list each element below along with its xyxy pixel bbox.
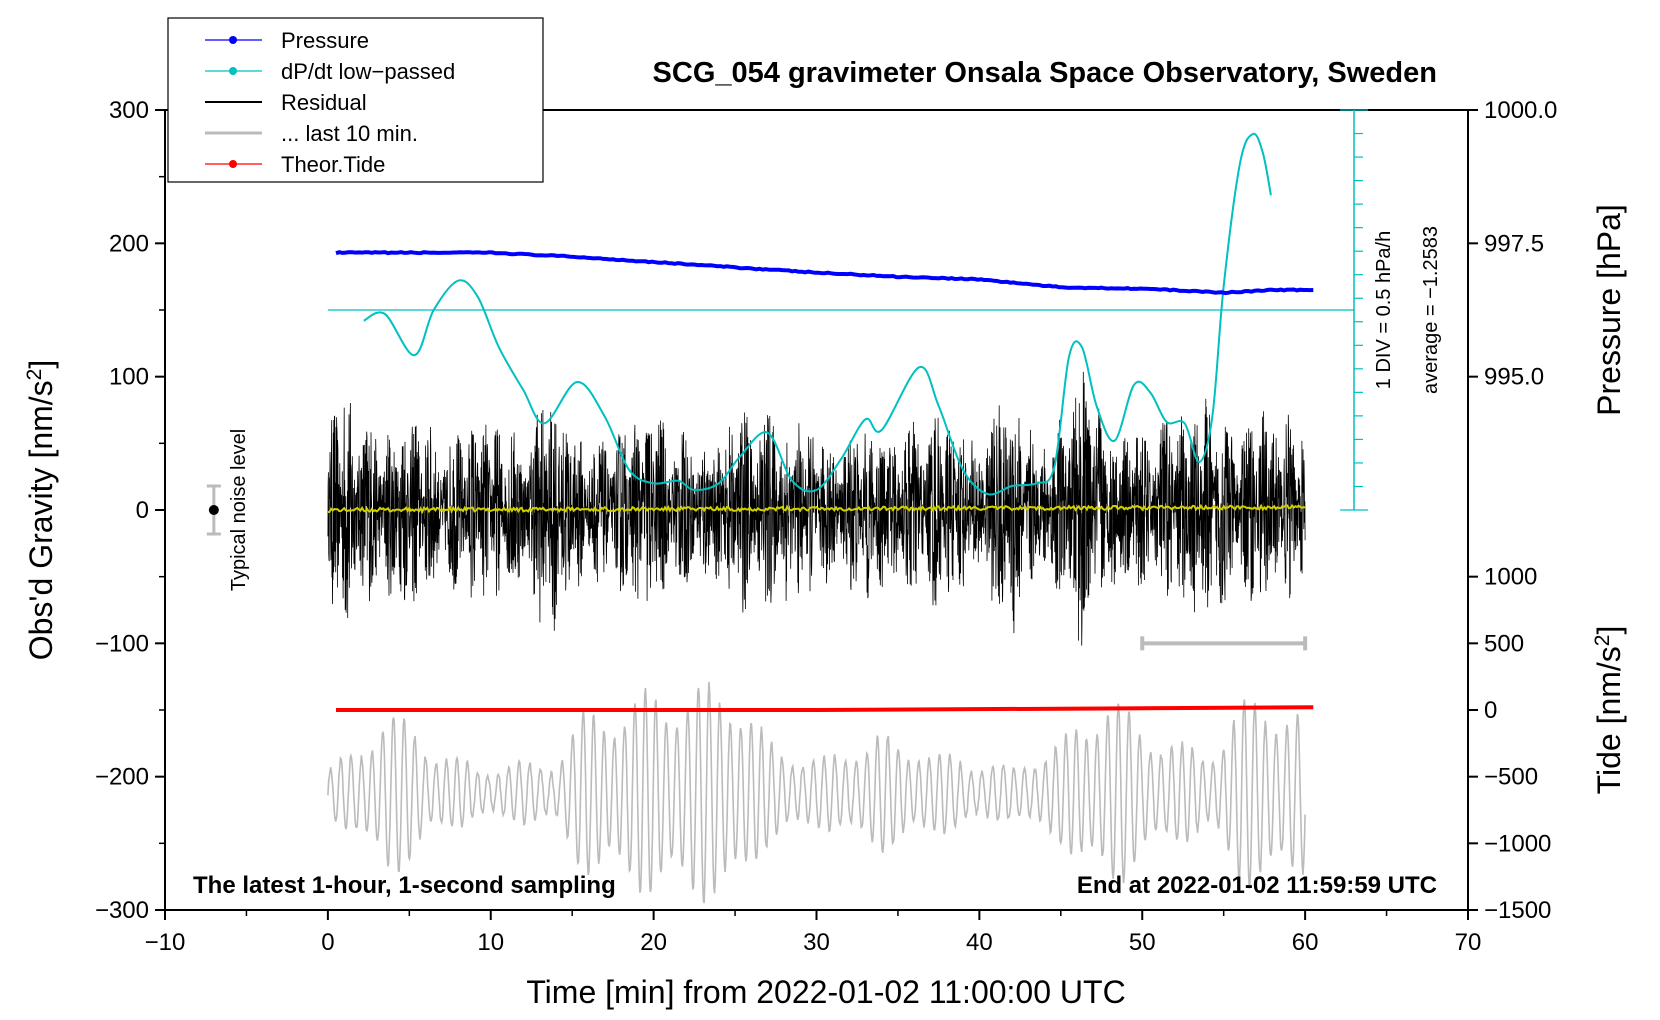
y-left-tick-label: 0 [136, 497, 149, 524]
dpdt-scale-bar [327, 109, 1368, 511]
x-axis-title: Time [min] from 2022-01-02 11:00:00 UTC [526, 974, 1125, 1010]
legend-box [167, 17, 544, 183]
y-axis-tide-title: Tide [nm/s2] [1591, 626, 1628, 795]
x-tick-label: 30 [803, 929, 830, 956]
noise-level-label: Typical noise level [228, 429, 250, 591]
y-left-tick-label: 200 [109, 230, 149, 257]
tide-tick-label: 500 [1484, 630, 1524, 657]
legend: Pressure dP/dt low−passed Residual ... last… [167, 17, 544, 183]
series-pressure [335, 250, 1314, 296]
subtitle-right: End at 2022-01-02 11:59:59 UTC [1077, 872, 1437, 899]
dpdt-scale-label: 1 DIV = 0.5 hPa/h [1373, 231, 1395, 389]
y-left-tick-label: −300 [95, 897, 149, 924]
y-left-tick-label: −200 [95, 764, 149, 791]
legend-marker [229, 67, 237, 75]
noise-level-bar [206, 484, 221, 536]
noise-bar-dot [208, 505, 219, 515]
pressure-tick-label: 995.0 [1484, 364, 1544, 391]
y-left-tick-label: 100 [109, 364, 149, 391]
dpdt-line [363, 132, 1272, 496]
legend-label: Residual [281, 90, 367, 115]
tide-tick-label: 0 [1484, 697, 1497, 724]
pressure-tick-label: 997.5 [1484, 230, 1544, 257]
pressure-tick-label: 1000.0 [1484, 97, 1557, 124]
x-tick-label: 10 [477, 929, 504, 956]
x-tick-label: −10 [145, 929, 186, 956]
legend-label: Theor.Tide [281, 152, 385, 177]
y-axis-pressure-title: Pressure [hPa] [1591, 204, 1627, 416]
x-tick-label: 50 [1129, 929, 1156, 956]
y-axis-tide: −1500 −1000 −500 0 500 1000 [1468, 564, 1551, 924]
y-left-tick-label: −100 [95, 630, 149, 657]
tide-line [336, 705, 1314, 712]
pressure-line [335, 250, 1314, 296]
series-residual-smoothed [327, 503, 1306, 515]
series-last-10-min [327, 681, 1306, 904]
legend-label: Pressure [281, 28, 369, 53]
x-tick-label: 60 [1292, 929, 1319, 956]
dpdt-average-label: average = −1.2583 [1420, 226, 1442, 394]
last-10-min-line [327, 681, 1306, 904]
tide-tick-label: −1000 [1484, 830, 1551, 857]
x-tick-label: 40 [966, 929, 993, 956]
series-residual [327, 371, 1306, 646]
series-dpdt [363, 132, 1272, 496]
x-tick-label: 20 [640, 929, 667, 956]
legend-label: ... last 10 min. [281, 121, 418, 146]
legend-label: dP/dt low−passed [281, 59, 455, 84]
tide-tick-label: −500 [1484, 764, 1538, 791]
x-tick-label: 0 [321, 929, 334, 956]
chart-title: SCG_054 gravimeter Onsala Space Observat… [653, 57, 1437, 89]
tide-tick-label: 1000 [1484, 564, 1537, 591]
y-left-tick-label: 300 [109, 97, 149, 124]
y-axis-gravity: −300 −200 −100 0 100 200 300 [95, 97, 165, 924]
x-axis: −10 0 10 20 30 40 50 60 70 [145, 910, 1482, 956]
series-theor-tide [336, 705, 1314, 712]
legend-marker [229, 160, 237, 168]
legend-marker [229, 36, 237, 44]
subtitle-left: The latest 1-hour, 1-second sampling [193, 872, 616, 899]
residual-line [327, 371, 1306, 646]
tide-tick-label: −1500 [1484, 897, 1551, 924]
last-10-min-bar [1140, 636, 1308, 651]
y-axis-left-title: Obs'd Gravity [nm/s2] [23, 360, 60, 661]
x-tick-label: 70 [1455, 929, 1482, 956]
residual-smoothed-line [327, 503, 1306, 515]
